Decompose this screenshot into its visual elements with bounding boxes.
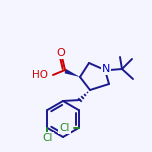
Text: HO: HO: [32, 70, 48, 80]
Text: Cl: Cl: [59, 123, 70, 133]
Polygon shape: [65, 71, 80, 77]
Text: Cl: Cl: [42, 133, 53, 143]
Polygon shape: [64, 69, 80, 77]
Text: N: N: [102, 64, 110, 74]
Text: O: O: [57, 48, 65, 58]
